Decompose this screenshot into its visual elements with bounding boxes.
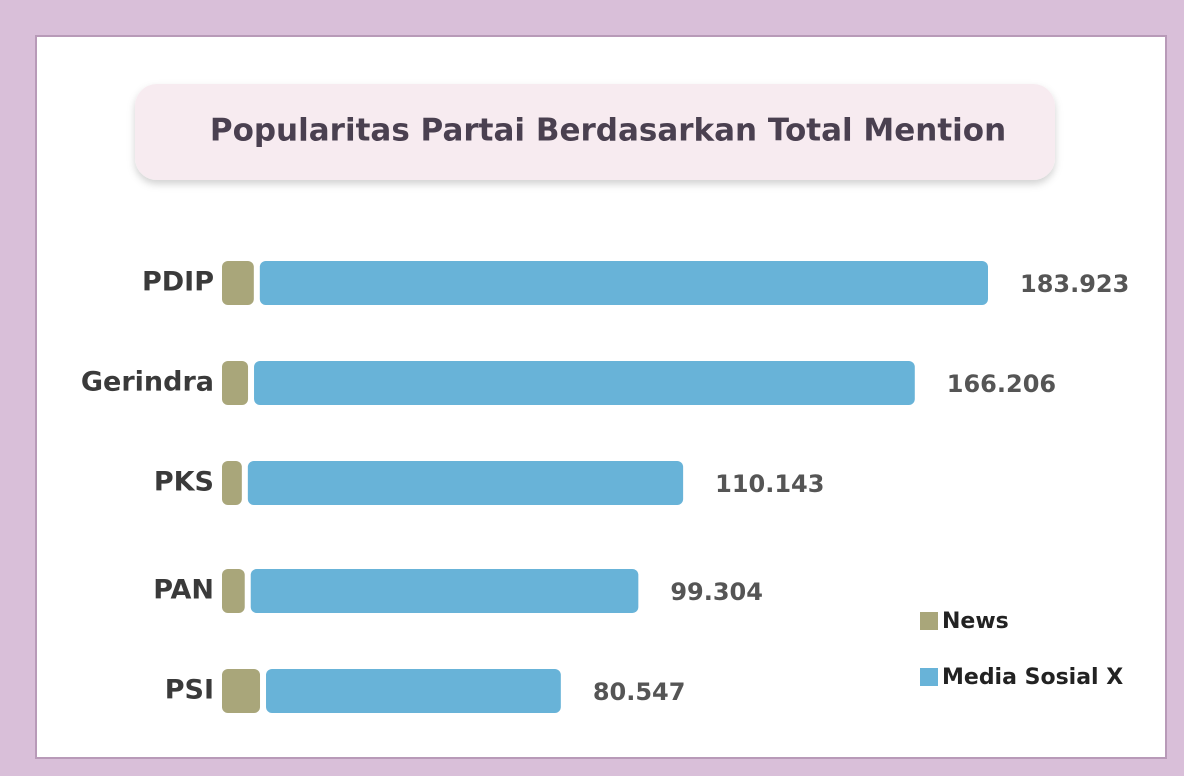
bar-segment (259, 261, 989, 305)
bar-segment (222, 261, 254, 305)
bar-segment (247, 461, 684, 505)
bar-segment (222, 669, 261, 713)
bar-segment (222, 361, 249, 405)
bar-segment (222, 569, 245, 613)
chart-title: Popularitas Partai Berdasarkan Total Men… (210, 113, 1006, 149)
legend: News Media Sosial X (920, 609, 1123, 690)
value-label: 183.923 (1020, 270, 1129, 298)
title-box (135, 84, 1055, 180)
bar-segment (250, 569, 639, 613)
legend-swatch (920, 612, 938, 630)
category-label: Gerindra (81, 367, 214, 398)
category-label: PKS (154, 467, 214, 498)
category-label: PAN (153, 575, 214, 606)
value-label: 110.143 (715, 470, 824, 498)
legend-label: Media Sosial X (942, 665, 1123, 690)
bar-segment (222, 461, 242, 505)
value-label: 166.206 (947, 370, 1056, 398)
category-label: PDIP (142, 267, 214, 298)
bar-segment (266, 669, 561, 713)
value-label: 80.547 (593, 678, 686, 706)
legend-swatch (920, 668, 938, 686)
category-label: PSI (165, 675, 214, 706)
legend-label: News (942, 609, 1009, 634)
value-label: 99.304 (670, 578, 763, 606)
bar-segment (254, 361, 915, 405)
